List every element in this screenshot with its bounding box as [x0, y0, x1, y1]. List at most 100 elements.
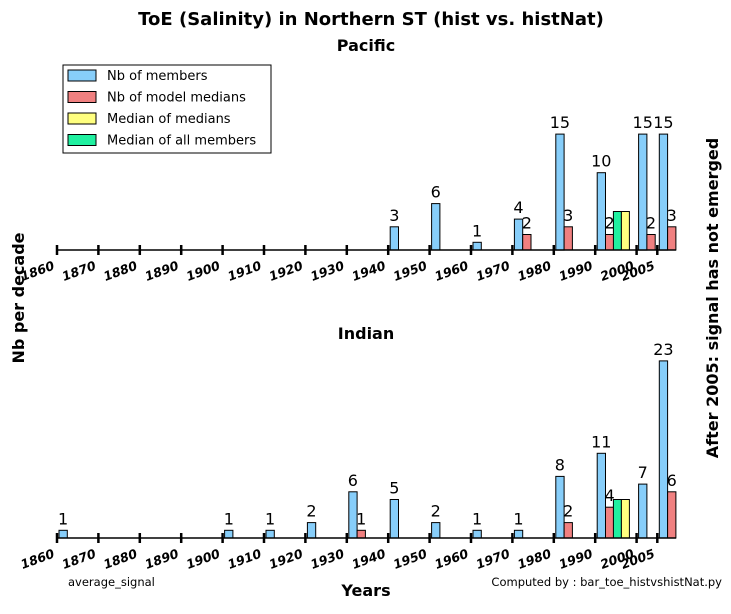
data-label: 1	[265, 509, 275, 528]
legend-entry-label: Median of medians	[107, 112, 231, 127]
data-label: 3	[389, 206, 399, 225]
x-tick-label-1920: 1920	[267, 258, 305, 284]
bar-members-1900	[224, 529, 234, 539]
data-label: 10	[591, 152, 611, 171]
x-tick-label-1940: 1940	[350, 258, 388, 284]
data-label: 1	[472, 221, 482, 240]
figure-title: ToE (Salinity) in Northern ST (hist vs. …	[138, 9, 604, 30]
legend-entry-label: Nb of members	[107, 69, 208, 84]
bar-members-1980	[555, 133, 565, 251]
bar-members-1960	[472, 529, 482, 539]
data-label: 3	[667, 206, 677, 225]
x-tick-label-1920: 1920	[267, 546, 305, 572]
data-label: 7	[638, 463, 648, 482]
data-label: 4	[513, 198, 523, 217]
bar-median-of-all-members	[612, 499, 622, 539]
footer-right: Computed by : bar_toe_histvshistNat.py	[491, 575, 722, 589]
data-label: 6	[431, 183, 441, 202]
x-tick-label-1910: 1910	[226, 546, 264, 572]
bar-members-1990	[596, 172, 607, 251]
x-tick-label-1970: 1970	[474, 258, 512, 284]
data-label: 15	[633, 113, 653, 132]
bar-model-medians-1980	[563, 226, 573, 251]
bar-model-medians-1930	[356, 529, 366, 539]
data-label: 1	[58, 509, 68, 528]
data-label: 23	[653, 340, 673, 359]
data-label: 1	[356, 509, 366, 528]
x-tick-label-1940: 1940	[350, 546, 388, 572]
bar-members-2005	[658, 133, 669, 251]
data-label: 11	[591, 432, 611, 451]
legend-swatch	[67, 112, 97, 125]
bar-members-2000	[638, 133, 648, 251]
data-label: 1	[224, 509, 234, 528]
legend-frame	[62, 64, 272, 154]
bar-members-1920	[306, 522, 317, 539]
bar-model-medians-1990	[605, 506, 615, 539]
bar-members-1970	[513, 529, 524, 539]
bar-members-1950	[431, 522, 441, 539]
x-tick-label-1910: 1910	[226, 258, 264, 284]
bar-model-medians-2000	[646, 234, 656, 251]
x-tick-label-1990: 1990	[557, 546, 595, 572]
legend-swatch	[67, 134, 97, 146]
y-axis-label-left: Nb per decade	[9, 232, 28, 363]
bar-model-medians-2005	[667, 491, 677, 539]
bar-members-1910	[265, 529, 275, 539]
x-tick-label-1950: 1950	[391, 258, 429, 284]
y-axis-label-right: After 2005: signal has not emerged	[703, 138, 722, 458]
x-tick-label-1980: 1980	[515, 258, 553, 284]
data-label: 15	[653, 113, 673, 132]
x-tick-label-1870: 1870	[60, 546, 98, 572]
data-label: 2	[563, 502, 573, 521]
bar-members-2000	[638, 483, 648, 539]
data-label: 2	[306, 502, 316, 521]
bar-members-1960	[472, 241, 482, 251]
x-tick-label-1990: 1990	[557, 258, 595, 284]
x-tick-label-1900: 1900	[184, 546, 222, 572]
bar-members-1860	[58, 529, 68, 539]
x-tick-label-1860: 1860	[19, 546, 57, 572]
bar-model-medians-2005	[667, 226, 677, 251]
data-label: 8	[555, 455, 565, 474]
x-axis-label: Years	[340, 581, 390, 600]
data-label: 1	[472, 509, 482, 528]
legend-swatch	[67, 91, 97, 103]
x-tick-label-1880: 1880	[101, 546, 139, 572]
data-label: 2	[522, 214, 532, 233]
x-tick-label-1980: 1980	[515, 546, 553, 572]
bar-median-of-medians	[620, 499, 630, 539]
bar-model-medians-1990	[605, 234, 615, 251]
x-tick-label-1950: 1950	[391, 546, 429, 572]
x-tick-label-1870: 1870	[60, 258, 98, 284]
data-label: 1	[513, 509, 523, 528]
x-tick-label-1960: 1960	[433, 546, 471, 572]
x-tick-label-1970: 1970	[474, 546, 512, 572]
x-tick-label-1960: 1960	[433, 258, 471, 284]
bar-model-medians-1980	[563, 522, 573, 539]
data-label: 3	[563, 206, 573, 225]
data-label: 6	[667, 471, 677, 490]
data-label: 2	[605, 214, 615, 233]
bar-model-medians-1970	[522, 234, 532, 251]
data-label: 15	[550, 113, 570, 132]
bar-median-of-medians	[620, 211, 630, 251]
data-label: 4	[605, 486, 615, 505]
data-label: 5	[389, 479, 399, 498]
x-tick-label-1880: 1880	[101, 258, 139, 284]
panel-title: Indian	[338, 324, 394, 343]
bar-members-2005	[658, 360, 669, 539]
x-tick-label-1930: 1930	[308, 258, 346, 284]
x-tick-label-1900: 1900	[184, 258, 222, 284]
data-label: 2	[646, 214, 656, 233]
data-label: 2	[431, 502, 441, 521]
bar-members-1950	[431, 203, 441, 251]
legend-entry-label: Median of all members	[107, 134, 256, 149]
x-tick-label-1890: 1890	[143, 546, 181, 572]
legend: Nb of members Nb of model medians Median o…	[62, 64, 272, 154]
footer-left: average_signal	[68, 575, 155, 589]
x-tick-label-1890: 1890	[143, 258, 181, 284]
bar-members-1940	[389, 226, 400, 251]
